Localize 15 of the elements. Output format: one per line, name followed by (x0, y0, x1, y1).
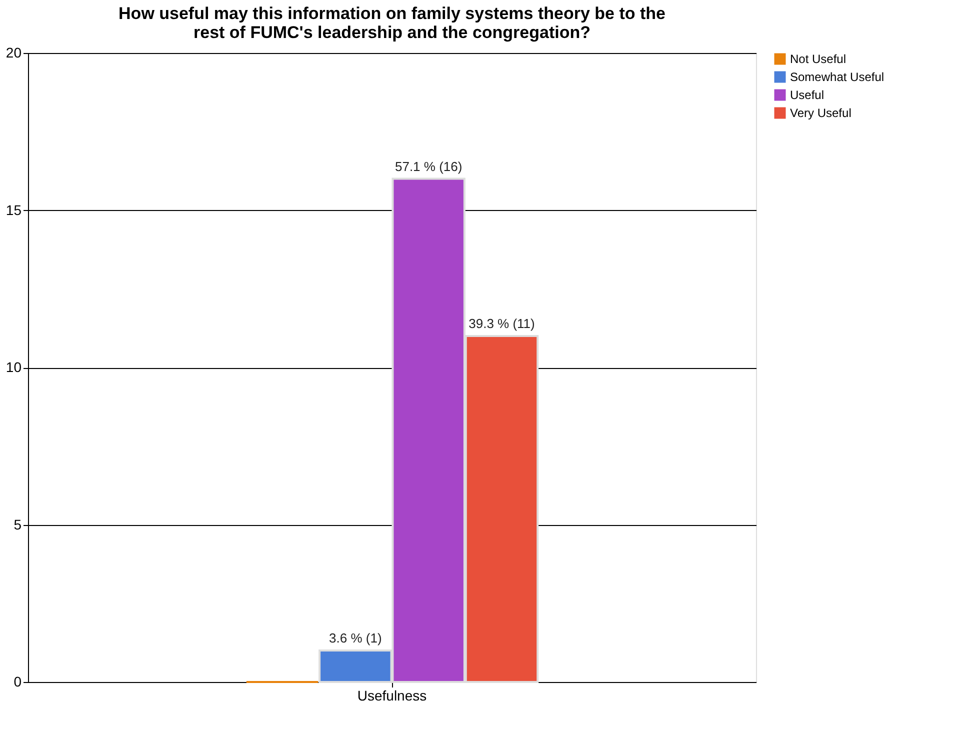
y-tick-label: 15 (6, 202, 22, 218)
data-label: 3.6 % (1) (329, 630, 382, 646)
x-tick-label: Usefulness (357, 688, 427, 704)
y-tick-label: 5 (14, 516, 22, 532)
y-tick-label: 0 (14, 674, 22, 690)
legend-label: Somewhat Useful (790, 70, 884, 84)
text: rest of FUMC's leadership and the congregation? (194, 23, 590, 42)
y-tick-label: 10 (6, 359, 22, 375)
legend-label: Not Useful (790, 52, 846, 66)
text: How useful may this information on family systems theory be to the (118, 4, 666, 23)
legend-label: Useful (790, 88, 824, 102)
data-label: 39.3 % (11) (468, 316, 535, 332)
y-tick-label: 20 (6, 44, 22, 60)
data-label: 57.1 % (16) (394, 158, 462, 174)
legend-label: Very Useful (790, 106, 852, 120)
